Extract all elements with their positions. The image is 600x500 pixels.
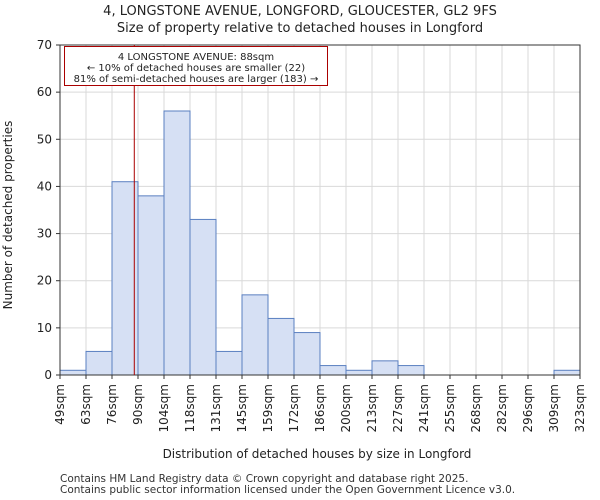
x-tick-label: 213sqm xyxy=(365,384,379,432)
y-tick-label: 20 xyxy=(37,274,52,288)
footer-line2: Contains public sector information licen… xyxy=(60,484,516,496)
annotation-line1: 4 LONGSTONE AVENUE: 88sqm xyxy=(117,52,275,63)
x-tick-label: 296sqm xyxy=(521,384,535,432)
x-tick-label: 282sqm xyxy=(495,384,509,432)
annotation-box: 4 LONGSTONE AVENUE: 88sqm ← 10% of detac… xyxy=(64,46,328,86)
axes xyxy=(56,44,581,379)
bar-213sqm xyxy=(371,360,399,376)
chart-title-line1: 4, LONGSTONE AVENUE, LONGFORD, GLOUCESTE… xyxy=(103,4,497,19)
x-tick-label: 63sqm xyxy=(79,384,93,425)
bar-76sqm xyxy=(111,181,139,376)
x-tick-label: 49sqm xyxy=(53,384,67,425)
bar-309sqm xyxy=(553,369,581,376)
x-tick-label: 145sqm xyxy=(235,384,249,432)
y-tick-label: 0 xyxy=(44,368,52,382)
x-tick-label: 159sqm xyxy=(261,384,275,432)
y-tick-label: 40 xyxy=(37,179,52,193)
y-tick-labels: 0 10 20 30 40 50 60 70 xyxy=(37,38,52,382)
y-tick-label: 70 xyxy=(37,38,52,52)
bars xyxy=(59,110,581,376)
x-tick-label: 131sqm xyxy=(209,384,223,432)
bar-104sqm xyxy=(163,110,191,376)
bar-186sqm xyxy=(319,365,347,376)
y-axis-label: Number of detached properties xyxy=(1,121,15,310)
x-tick-label: 200sqm xyxy=(339,384,353,432)
x-tick-label: 255sqm xyxy=(443,384,457,432)
annotation-line2: ← 10% of detached houses are smaller (22… xyxy=(86,63,306,74)
x-tick-label: 76sqm xyxy=(105,384,119,425)
y-tick-label: 60 xyxy=(37,85,52,99)
y-tick-label: 10 xyxy=(37,321,52,335)
x-tick-label: 172sqm xyxy=(287,384,301,432)
x-tick-label: 118sqm xyxy=(183,384,197,432)
x-tick-label: 268sqm xyxy=(469,384,483,432)
x-axis-label: Distribution of detached houses by size … xyxy=(163,447,472,461)
footer-line1: Contains HM Land Registry data © Crown c… xyxy=(60,473,469,485)
x-tick-label: 309sqm xyxy=(547,384,561,432)
bar-159sqm xyxy=(267,317,295,376)
bar-118sqm xyxy=(189,218,217,376)
x-tick-label: 104sqm xyxy=(157,384,171,432)
x-tick-label: 90sqm xyxy=(131,384,145,425)
bar-49sqm xyxy=(59,369,87,376)
chart-title-line2: Size of property relative to detached ho… xyxy=(116,21,484,36)
y-tick-label: 50 xyxy=(37,132,52,146)
bar-131sqm xyxy=(215,350,243,376)
x-tick-labels: 49sqm 63sqm 76sqm 90sqm 104sqm 118sqm 131sqm 14… xyxy=(53,384,587,432)
bar-227sqm xyxy=(397,365,425,376)
x-tick-label: 227sqm xyxy=(391,384,405,432)
bar-200sqm xyxy=(345,369,373,376)
x-tick-label: 186sqm xyxy=(313,384,327,432)
bar-90sqm xyxy=(137,195,165,376)
annotation-line3: 81% of semi-detached houses are larger (… xyxy=(73,74,319,85)
x-tick-label: 241sqm xyxy=(417,384,431,432)
y-tick-label: 30 xyxy=(37,227,52,241)
x-tick-label: 323sqm xyxy=(573,384,587,432)
bar-63sqm xyxy=(85,350,113,376)
bar-172sqm xyxy=(293,332,321,376)
bar-145sqm xyxy=(241,294,269,376)
